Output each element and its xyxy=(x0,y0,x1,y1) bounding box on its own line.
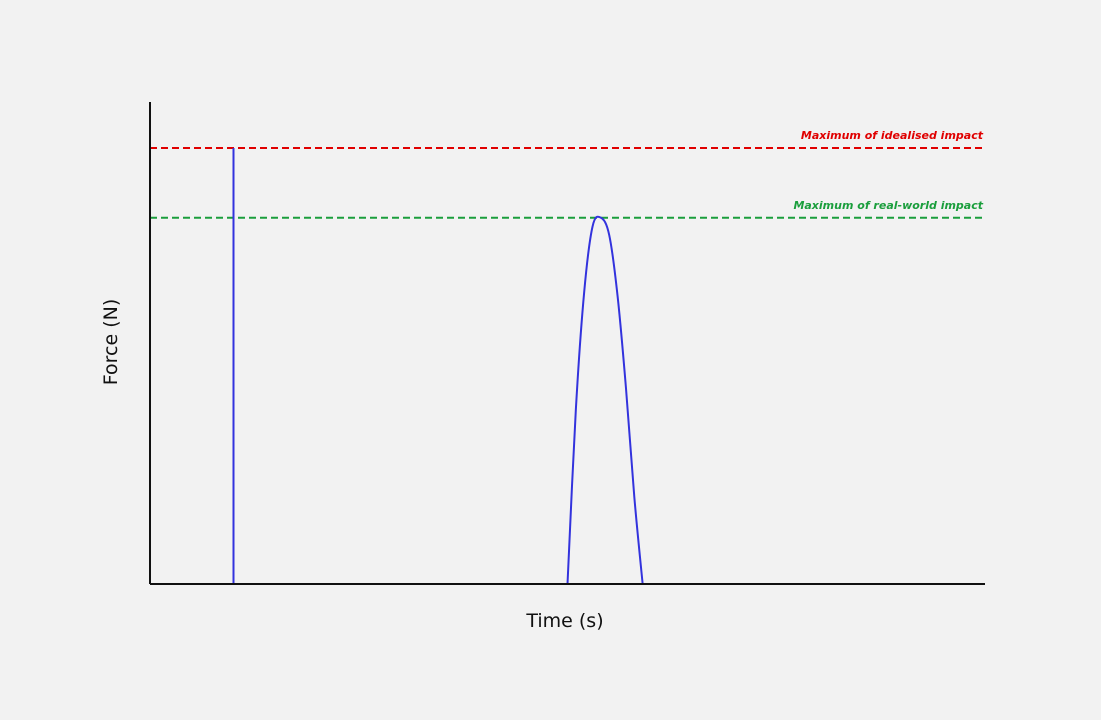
series-layer xyxy=(232,148,644,585)
reference-line-label-2: Maximum of real-world impact xyxy=(793,199,983,212)
reference-line-label-1: Maximum of idealised impact xyxy=(801,129,984,142)
x-axis-label: Time (s) xyxy=(525,610,603,632)
series-line-2-curve xyxy=(566,215,644,585)
y-axis-label: Force (N) xyxy=(100,299,122,385)
reference-lines: Maximum of idealised impact Maximum of re… xyxy=(150,129,985,219)
